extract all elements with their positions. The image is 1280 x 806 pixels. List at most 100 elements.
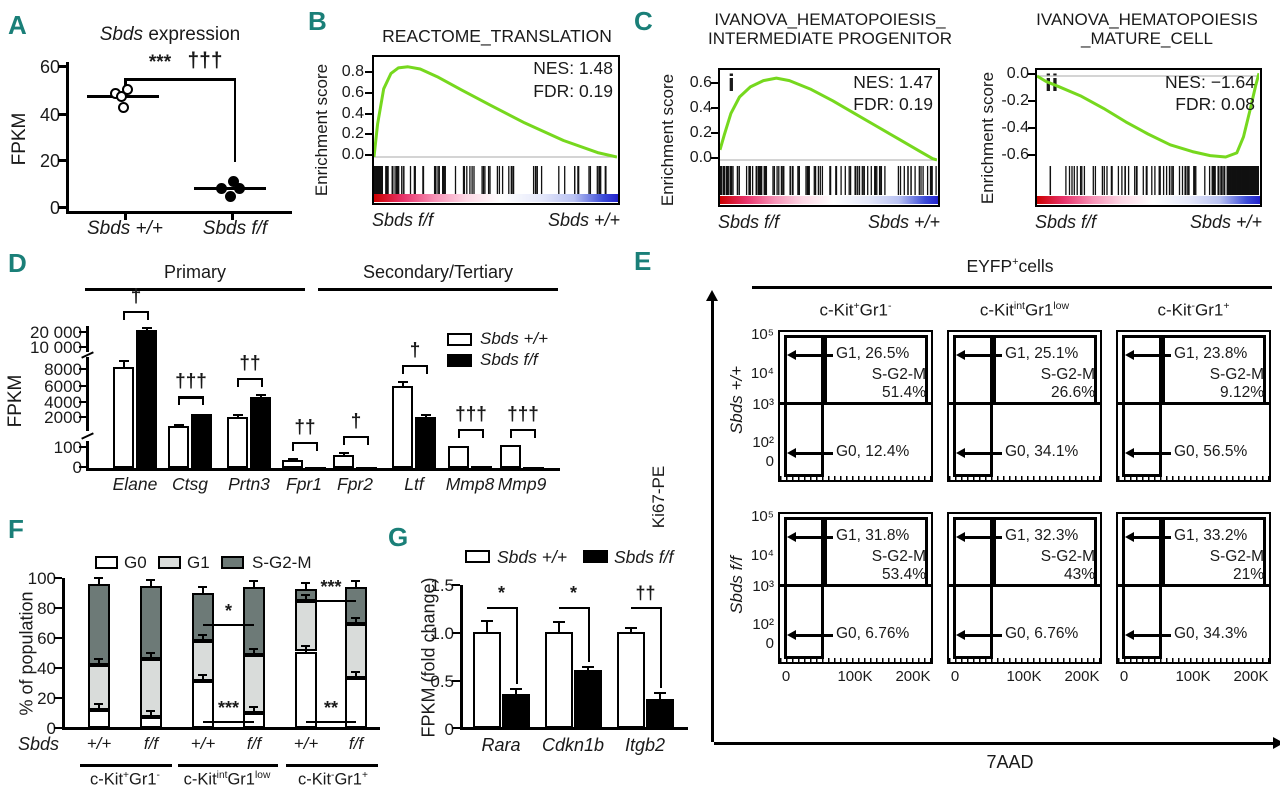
sig-mark: * xyxy=(497,583,505,603)
g1-value: G1, 26.5% xyxy=(836,345,910,362)
column-header-ckit-int: c-KitintGr1low xyxy=(979,300,1070,320)
enrichment-curve xyxy=(1037,72,1259,159)
axis-tick: 0.0 xyxy=(1006,65,1029,82)
hit-barcode xyxy=(720,166,937,195)
sig-mark: †† xyxy=(635,583,656,603)
sig-daggers: † xyxy=(130,285,142,307)
legend-label-wt: Sbds +/+ xyxy=(480,329,549,348)
group-label-wt: Sbds +/+ xyxy=(86,218,164,239)
legend-label-wt: Sbds +/+ xyxy=(497,547,568,567)
bar-segment xyxy=(88,709,110,728)
axis-tick: 6000 xyxy=(44,377,82,396)
sg2m-label: S-G2-M xyxy=(1040,548,1095,565)
bar-chart: * * †† xyxy=(461,580,688,728)
data-point xyxy=(224,190,236,202)
g0-value: G0, 12.4% xyxy=(836,443,910,460)
g0-arrow xyxy=(956,448,1002,457)
axis-tick: 2000 xyxy=(44,408,82,427)
group-label-ckit-neg: c-Kit-Gr1+ xyxy=(298,770,368,789)
gene-label: Fpr1 xyxy=(286,474,322,494)
g1-arrow xyxy=(787,532,833,541)
scatter-plot xyxy=(66,62,292,213)
axis-tick: 0.2 xyxy=(341,125,364,142)
gene-label: Mmp8 xyxy=(445,474,495,494)
x-label-left: Sbds f/f xyxy=(372,210,434,230)
gate-sg2m xyxy=(1162,335,1266,405)
g0-value: G0, 6.76% xyxy=(1005,625,1079,642)
axis-tick: 4000 xyxy=(44,393,82,412)
sg2m-label: S-G2-M xyxy=(871,548,926,565)
x-axis-arrow xyxy=(714,742,1274,745)
g0-value: G0, 34.1% xyxy=(1005,443,1079,460)
y-axis-segment xyxy=(86,441,89,470)
sig-line xyxy=(203,624,254,627)
x-label-right: Sbds +/+ xyxy=(867,212,940,232)
axis-tick: 60 xyxy=(39,57,60,77)
bar-segment xyxy=(140,585,162,660)
gene-label: Cdkn1b xyxy=(541,735,605,755)
flow-plot-ff-ckitint: G1, 32.3% S-G2-M 43% G0, 6.76% xyxy=(947,512,1102,664)
sig-bracket xyxy=(458,428,484,432)
gate-sg2m xyxy=(824,517,928,587)
g1-value: G1, 25.1% xyxy=(1005,345,1079,362)
sig-bracket xyxy=(178,396,204,399)
bar-segment xyxy=(192,680,214,728)
bar xyxy=(392,385,413,468)
data-point xyxy=(121,84,133,95)
bar-segment xyxy=(140,717,162,728)
gsea-ylabel: Enrichment score xyxy=(978,71,997,205)
sig-daggers: †† xyxy=(294,416,316,438)
sig-daggers: ††† xyxy=(507,403,539,425)
gsea-plot xyxy=(372,55,620,205)
bar-segment xyxy=(140,659,162,718)
sg2m-value: 53.4% xyxy=(882,566,926,583)
sg2m-value: 51.4% xyxy=(882,384,926,401)
bar xyxy=(473,632,501,728)
sig-daggers: † xyxy=(409,339,421,361)
rank-colorbar xyxy=(720,196,938,204)
panel-e-xlabel: 7AAD xyxy=(986,752,1034,772)
axis-tick: 0.0 xyxy=(689,149,712,166)
axis-tick: 10 000 xyxy=(30,338,82,357)
bar-chart: Elane † Ctsg ††† Prtn3 †† Fpr1 †† Fpr2 † Ltf † Mmp8 †… xyxy=(88,258,558,494)
panel-e-ylabel: Ki67-PE xyxy=(649,465,668,529)
g1-value: G1, 31.8% xyxy=(836,527,910,544)
panel-e-letter: E xyxy=(634,246,652,276)
legend-label-sg2m: S-G2-M xyxy=(252,553,312,572)
bar-segment xyxy=(243,712,265,728)
axis-tick: 0.0 xyxy=(341,146,364,163)
bar xyxy=(227,416,248,468)
data-point xyxy=(115,91,127,103)
bar xyxy=(646,699,674,728)
bar xyxy=(448,446,469,468)
sig-line xyxy=(306,600,356,603)
panel-b-letter: B xyxy=(308,6,327,36)
bar xyxy=(502,694,530,728)
gene-label: Ctsg xyxy=(172,474,208,494)
gene-label: Elane xyxy=(112,474,158,494)
legend-label-ff: Sbds f/f xyxy=(480,350,538,369)
axis-tick: 0 xyxy=(49,198,60,218)
sg2m-label: S-G2-M xyxy=(1209,366,1264,383)
axis-tick: 0.2 xyxy=(689,124,712,141)
flow-plot-wt-ckitpos: G1, 26.5% S-G2-M 51.4% G0, 12.4% xyxy=(778,330,933,482)
sig-stars: *** xyxy=(148,52,172,73)
panel-a-title: Sbds expression xyxy=(40,24,300,46)
sig-bracket xyxy=(124,78,236,81)
flow-plot-wt-ckitneg: G1, 23.8% S-G2-M 9.12% G0, 56.5% xyxy=(1116,330,1271,482)
gsea-plot: ii xyxy=(1035,68,1262,207)
axis-tick: 0 xyxy=(72,458,82,477)
sig-bracket xyxy=(343,435,369,439)
sig-mark: * xyxy=(569,583,577,603)
axis-tick: 0.8 xyxy=(341,63,364,80)
data-point xyxy=(117,101,129,113)
gate-sg2m xyxy=(993,335,1097,405)
panel-g-letter: G xyxy=(388,522,409,552)
bar-segment xyxy=(345,677,367,728)
sig-bracket xyxy=(402,364,428,367)
gsea-title-line1: IVANOVA_HEMATOPOIESIS_ xyxy=(714,10,946,29)
enrichment-curve xyxy=(720,76,937,162)
axis-tick: 20 000 xyxy=(30,323,82,342)
axis-tick: -0.6 xyxy=(1001,146,1029,163)
